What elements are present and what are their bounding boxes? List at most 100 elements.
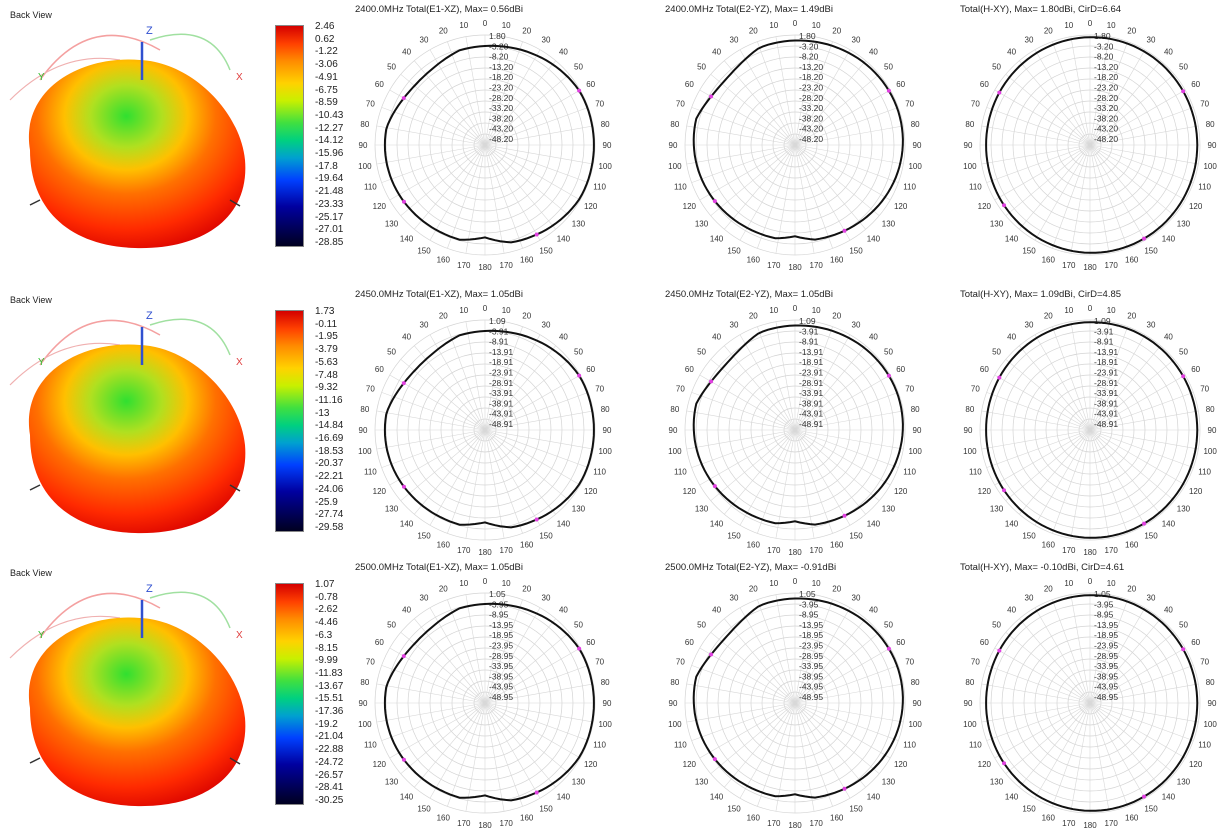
trace-marker (1002, 761, 1007, 766)
angle-tick-label: 130 (695, 504, 709, 513)
grid-spoke (1034, 49, 1091, 146)
grid-spoke (981, 429, 1091, 450)
color-scale-tick: 2.46 (315, 21, 335, 32)
grid-spoke (1034, 702, 1091, 799)
trace-marker (577, 646, 582, 651)
ring-label: -8.95 (489, 610, 509, 620)
angle-tick-label: 100 (598, 720, 612, 729)
grid-spoke (429, 702, 486, 799)
ring-label: 1.80 (799, 31, 816, 41)
ring-label: -3.20 (799, 41, 819, 51)
color-scale-bar: 1.73 -0.11 -1.95 -3.79 -5.63 -7.48 -9.32 -11.16… (275, 305, 355, 535)
y-axis-label: Y (38, 630, 45, 641)
grid-spoke (484, 144, 523, 249)
grid-spoke (794, 74, 880, 146)
grid-spoke (447, 326, 486, 431)
grid-spoke (1089, 326, 1128, 431)
angle-tick-label: 180 (478, 263, 492, 270)
angle-tick-label: 40 (402, 333, 411, 342)
angle-tick-label: 70 (971, 657, 980, 666)
grid-spoke (1019, 345, 1091, 431)
ring-label: -38.91 (489, 398, 513, 408)
angle-tick-label: 40 (1164, 333, 1173, 342)
grid-spoke (1089, 374, 1186, 431)
ring-label: -43.20 (799, 124, 823, 134)
radiation-3d-view: Z Y X (9, 25, 246, 249)
angle-tick-label: 180 (1083, 263, 1097, 270)
angle-tick-label: 50 (697, 348, 706, 357)
ring-label: -38.20 (489, 113, 513, 123)
angle-tick-label: 160 (1125, 541, 1139, 550)
angle-tick-label: 120 (373, 760, 387, 769)
angle-tick-label: 100 (908, 162, 922, 171)
angle-tick-label: 20 (832, 26, 841, 35)
ring-label: -18.95 (799, 630, 823, 640)
angle-tick-label: 80 (670, 678, 679, 687)
grid-spoke (484, 683, 594, 704)
angle-tick-label: 70 (676, 384, 685, 393)
angle-tick-label: 10 (1107, 579, 1116, 588)
polar-chart: 2450.0MHz Total(E1-XZ), Max= 1.05dBi 0 10 2… (350, 285, 640, 557)
angle-tick-label: 120 (894, 202, 908, 211)
grid-spoke (699, 144, 796, 201)
ring-label: -43.95 (1094, 682, 1118, 692)
ring-label: -38.20 (1094, 113, 1118, 123)
grid-spoke (465, 36, 486, 146)
angle-tick-label: 160 (520, 814, 534, 823)
angle-tick-label: 60 (586, 638, 595, 647)
ring-label: -43.95 (799, 682, 823, 692)
grid-spoke (1089, 107, 1194, 146)
angle-tick-label: 30 (730, 593, 739, 602)
ring-label: -13.20 (489, 62, 513, 72)
color-scale-tick: -11.16 (315, 394, 343, 406)
grid-spoke (757, 429, 796, 534)
angle-tick-label: 120 (683, 760, 697, 769)
grid-spoke (794, 702, 815, 812)
angle-tick-label: 20 (1044, 26, 1053, 35)
angle-tick-label: 130 (882, 219, 896, 228)
trace-marker (709, 379, 714, 384)
grid-spoke (794, 321, 815, 431)
polar-chart: Total(H-XY), Max= 1.80dBi, CirD=6.64 0 10 2… (955, 0, 1230, 272)
polar-chart: 2500.0MHz Total(E2-YZ), Max= -0.91dBi 0 10… (660, 558, 950, 830)
color-gradient (275, 310, 304, 532)
polar-chart-svg: 2500.0MHz Total(E1-XZ), Max= 1.05dBi 0 10 2… (355, 562, 612, 830)
grid-spoke (1089, 49, 1146, 146)
trace-marker (886, 646, 891, 651)
color-scale-tick: -21.48 (315, 186, 344, 198)
angle-tick-label: 0 (1088, 19, 1093, 28)
grid-spoke (794, 702, 891, 759)
chart-title: 2400.0MHz Total(E2-YZ), Max= 1.49dBi (665, 4, 833, 15)
grid-spoke (1089, 321, 1110, 431)
angle-tick-label: 20 (522, 311, 531, 320)
angle-tick-label: 130 (572, 777, 586, 786)
angle-tick-label: 40 (559, 333, 568, 342)
trace-marker (1181, 647, 1186, 652)
grid-spoke (376, 144, 486, 165)
angle-tick-label: 30 (420, 593, 429, 602)
angle-tick-label: 110 (969, 741, 982, 750)
angle-tick-label: 60 (375, 365, 384, 374)
polar-chart: 2450.0MHz Total(E2-YZ), Max= 1.05dBi 0 10 2… (660, 285, 950, 557)
trace-marker (1142, 521, 1147, 526)
grid-spoke (414, 144, 486, 230)
angle-tick-label: 120 (584, 487, 598, 496)
angle-tick-label: 20 (749, 311, 758, 320)
trace-marker (534, 517, 539, 522)
grid-spoke (484, 429, 581, 486)
angle-tick-label: 0 (483, 304, 488, 313)
grid-spoke (1052, 429, 1091, 534)
angle-tick-label: 30 (542, 320, 551, 329)
angle-tick-label: 150 (539, 247, 553, 256)
grid-spoke (794, 702, 904, 723)
angle-tick-label: 80 (601, 405, 610, 414)
angle-tick-label: 130 (385, 777, 399, 786)
grid-spoke (794, 125, 904, 146)
ring-label: 1.09 (799, 316, 816, 326)
trace-marker (842, 228, 847, 233)
angle-tick-label: 30 (1025, 320, 1034, 329)
angle-tick-label: 120 (1189, 487, 1203, 496)
grid-spoke (691, 702, 796, 741)
angle-tick-label: 150 (849, 247, 863, 256)
angle-tick-label: 100 (598, 447, 612, 456)
